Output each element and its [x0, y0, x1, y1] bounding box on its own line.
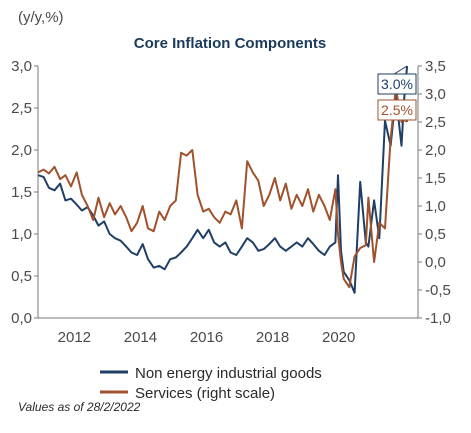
y-axis-left-ticks: 0,0 0,5 1,0 1,5 2,0 2,5 3,0 [11, 58, 38, 327]
y-right-tick-label: 0,0 [425, 254, 446, 271]
y-right-tick-label: 0,5 [425, 226, 446, 243]
y-right-tick-label: 1,5 [425, 170, 446, 187]
y-left-tick-label: 2,0 [11, 142, 32, 159]
y-left-tick-label: 0,5 [11, 268, 32, 285]
data-note: Values as of 28/2/2022 [18, 400, 141, 414]
y-right-tick-label: 3,0 [425, 86, 446, 103]
legend-label-services: Services (right scale) [135, 385, 275, 402]
x-tick-label: 2016 [190, 329, 223, 346]
chart-title: Core Inflation Components [134, 35, 327, 52]
legend-label-non-energy: Non energy industrial goods [135, 365, 322, 382]
y-left-tick-label: 3,0 [11, 58, 32, 75]
latest-value-callouts: 3.0% 2.5% [377, 65, 417, 123]
legend: Non energy industrial goods Services (ri… [100, 365, 322, 402]
x-tick-label: 2020 [322, 329, 355, 346]
y-left-tick-label: 1,0 [11, 226, 32, 243]
series-line-services [37, 87, 409, 289]
unit-label: (y/y,%) [18, 9, 64, 26]
y-left-tick-label: 1,5 [11, 184, 32, 201]
callout-box [377, 73, 417, 95]
x-axis-ticks: 2012 2014 2016 2018 2020 [58, 329, 356, 346]
x-tick-label: 2012 [58, 329, 91, 346]
y-right-tick-label: 3,5 [425, 58, 446, 75]
x-tick-label: 2014 [124, 329, 157, 346]
y-right-tick-label: 1,0 [425, 198, 446, 215]
y-axis-right-ticks: -1,0 -0,5 0,0 0,5 1,0 1,5 2,0 2,5 3,0 3,5 [418, 58, 451, 327]
y-right-tick-label: -0,5 [425, 282, 451, 299]
series-layer [37, 65, 409, 294]
y-right-tick-label: -1,0 [425, 310, 451, 327]
series-line-non-energy [37, 65, 409, 294]
callout-box [377, 99, 417, 121]
callout-value-label: 3.0% [381, 76, 413, 92]
y-right-tick-label: 2,5 [425, 114, 446, 131]
callout-value-label: 2.5% [381, 102, 413, 118]
y-left-tick-label: 2,5 [11, 100, 32, 117]
y-right-tick-label: 2,0 [425, 142, 446, 159]
y-left-tick-label: 0,0 [11, 310, 32, 327]
x-tick-label: 2018 [256, 329, 289, 346]
